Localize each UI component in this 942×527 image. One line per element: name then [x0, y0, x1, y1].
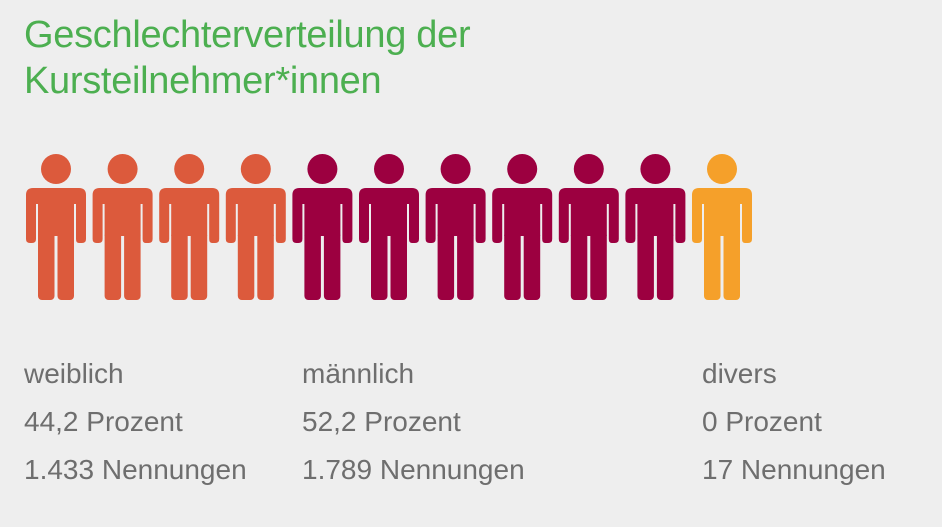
person-icon-weiblich-2	[92, 154, 153, 300]
legend-weiblich: weiblich 44,2 Prozent 1.433 Nennungen	[24, 350, 247, 494]
person-icon-weiblich-1	[26, 154, 86, 300]
person-icon-divers-1	[692, 154, 752, 300]
legend-percent-weiblich: 44,2 Prozent	[24, 406, 183, 437]
legend-label-maennlich: männlich	[302, 358, 415, 389]
person-icon-weiblich-3	[159, 154, 220, 300]
legend-label-divers: divers	[702, 358, 777, 389]
person-icon-maennlich-5	[558, 154, 619, 300]
person-icon-weiblich-4	[225, 154, 286, 300]
legend-count-weiblich: 1.433 Nennungen	[24, 454, 247, 485]
person-icon-maennlich-4	[492, 154, 553, 300]
chart-title: Geschlechterverteilung der Kursteilnehme…	[24, 12, 471, 104]
legend-percent-maennlich: 52,2 Prozent	[302, 406, 461, 437]
person-icon-maennlich-1	[292, 154, 353, 300]
legend-percent-divers: 0 Prozent	[702, 406, 822, 437]
person-icon-maennlich-3	[425, 154, 486, 300]
legend-label-weiblich: weiblich	[24, 358, 124, 389]
chart-title-line-2: Kursteilnehmer*innen	[24, 60, 382, 102]
legend-count-divers: 17 Nennungen	[702, 454, 886, 485]
legend-divers: divers 0 Prozent 17 Nennungen	[702, 350, 886, 494]
legend-count-maennlich: 1.789 Nennungen	[302, 454, 525, 485]
person-icon-maennlich-2	[359, 154, 419, 300]
person-icon-maennlich-6	[625, 154, 686, 300]
chart-title-line-1: Geschlechterverteilung der	[24, 14, 471, 56]
legend-maennlich: männlich 52,2 Prozent 1.789 Nennungen	[302, 350, 525, 494]
